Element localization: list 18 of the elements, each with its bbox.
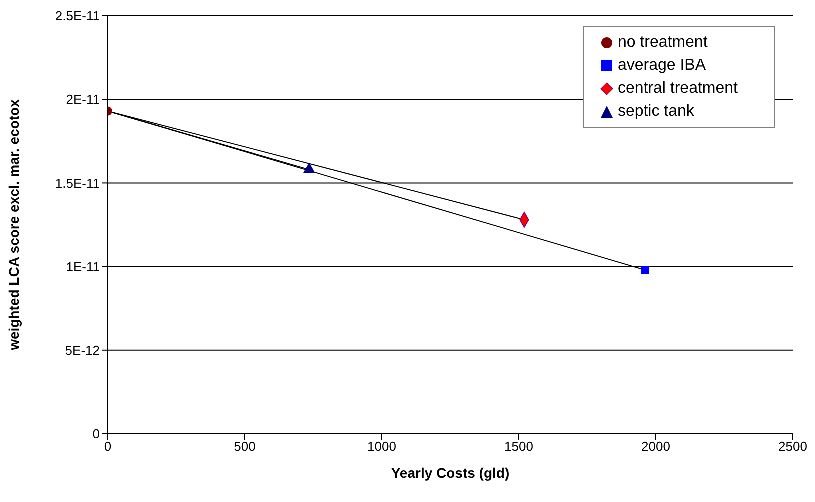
x-tick-label: 0 (104, 439, 112, 454)
x-tick-label: 1000 (368, 439, 396, 454)
y-tick-label: 0 (92, 426, 100, 442)
legend-label: septic tank (618, 102, 694, 122)
x-tick-label: 2000 (642, 439, 670, 454)
x-tick-label: 1500 (504, 439, 534, 454)
x-tick-label: 2500 (778, 439, 808, 454)
y-tick-label: 2.5E-11 (55, 8, 100, 24)
legend-label: central treatment (618, 79, 738, 99)
x-axis-title: Yearly Costs (gld) (391, 465, 510, 481)
legend-label: no treatment (618, 33, 708, 53)
y-tick-label: 5E-12 (65, 343, 100, 358)
y-tick-label: 1.5E-11 (55, 176, 100, 191)
y-tick-label: 2E-11 (66, 92, 100, 108)
y-axis-title: weighted LCA score excl. mar. ecotox (6, 99, 22, 352)
y-tick-label: 1E-11 (66, 259, 100, 274)
legend-label: average IBA (618, 56, 706, 76)
x-tick-label: 500 (234, 439, 256, 454)
